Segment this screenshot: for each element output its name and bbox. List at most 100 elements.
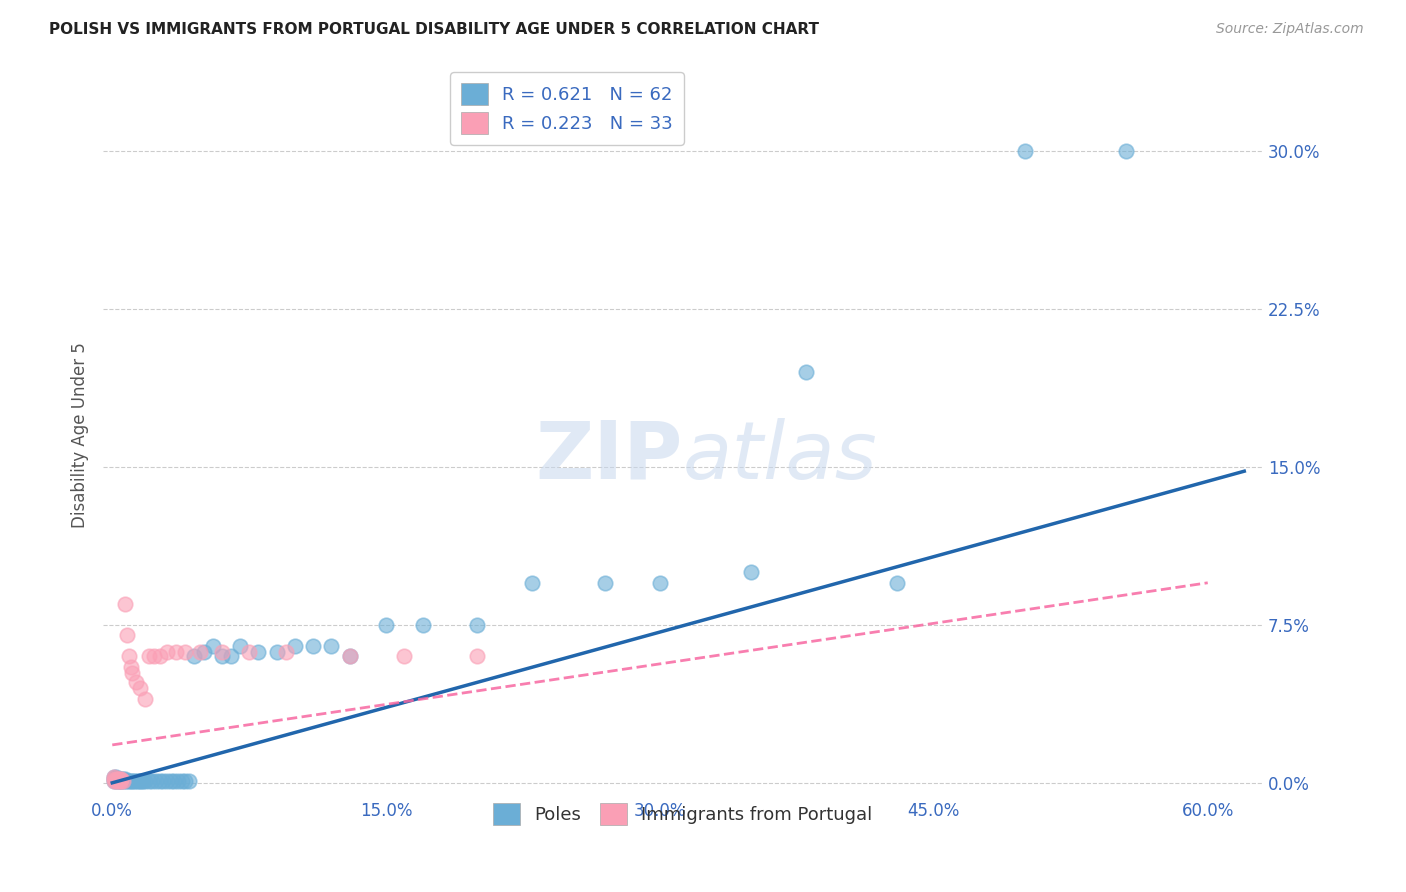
Point <box>394 649 416 664</box>
Point <box>886 575 908 590</box>
Point <box>121 666 143 681</box>
Point <box>375 618 398 632</box>
Point <box>125 674 148 689</box>
Point <box>107 772 129 786</box>
Point <box>108 773 131 788</box>
Point <box>107 772 129 786</box>
Point <box>163 773 186 788</box>
Text: POLISH VS IMMIGRANTS FROM PORTUGAL DISABILITY AGE UNDER 5 CORRELATION CHART: POLISH VS IMMIGRANTS FROM PORTUGAL DISAB… <box>49 22 820 37</box>
Point <box>112 773 135 788</box>
Point <box>118 649 141 664</box>
Point <box>138 773 160 788</box>
Legend: Poles, Immigrants from Portugal: Poles, Immigrants from Portugal <box>484 795 882 834</box>
Point <box>110 773 132 788</box>
Text: Source: ZipAtlas.com: Source: ZipAtlas.com <box>1216 22 1364 37</box>
Point <box>110 772 132 786</box>
Point <box>145 773 167 788</box>
Point <box>648 575 671 590</box>
Point <box>107 773 129 788</box>
Point <box>266 645 288 659</box>
Point <box>114 773 136 788</box>
Point <box>138 649 160 664</box>
Point <box>122 773 145 788</box>
Point <box>467 649 489 664</box>
Point <box>104 773 127 788</box>
Point <box>103 772 125 786</box>
Point <box>156 645 179 659</box>
Point <box>794 365 817 379</box>
Point <box>247 645 270 659</box>
Point <box>284 639 307 653</box>
Point <box>108 772 131 786</box>
Point <box>134 773 156 788</box>
Point <box>274 645 297 659</box>
Point <box>141 773 163 788</box>
Point <box>188 645 211 659</box>
Point <box>120 773 142 788</box>
Point <box>103 770 125 784</box>
Point <box>108 773 131 788</box>
Point <box>127 773 149 788</box>
Point <box>104 772 127 786</box>
Point <box>120 660 142 674</box>
Point <box>103 772 125 786</box>
Point <box>339 649 361 664</box>
Point <box>229 639 252 653</box>
Point <box>128 681 150 695</box>
Point <box>174 645 197 659</box>
Point <box>118 773 141 788</box>
Point <box>165 645 187 659</box>
Point <box>152 773 174 788</box>
Text: ZIP: ZIP <box>536 417 683 496</box>
Point <box>201 639 224 653</box>
Point <box>740 566 762 580</box>
Point <box>115 628 138 642</box>
Point <box>167 773 190 788</box>
Point <box>104 772 127 786</box>
Point <box>134 691 156 706</box>
Point <box>121 773 143 788</box>
Point <box>193 645 215 659</box>
Point <box>183 649 205 664</box>
Point <box>125 773 148 788</box>
Point <box>412 618 434 632</box>
Point <box>177 773 200 788</box>
Point <box>114 772 136 786</box>
Point <box>115 773 138 788</box>
Point <box>1115 144 1137 158</box>
Point <box>522 575 544 590</box>
Point <box>302 639 325 653</box>
Point <box>110 773 132 788</box>
Point <box>174 773 197 788</box>
Point <box>321 639 343 653</box>
Point <box>104 770 127 784</box>
Point <box>211 645 233 659</box>
Point <box>149 649 172 664</box>
Text: atlas: atlas <box>683 417 877 496</box>
Point <box>112 773 135 788</box>
Point <box>593 575 616 590</box>
Point <box>107 773 129 788</box>
Point <box>132 773 155 788</box>
Point <box>159 773 181 788</box>
Point <box>211 649 233 664</box>
Point <box>131 773 153 788</box>
Point <box>467 618 489 632</box>
Point <box>112 772 135 786</box>
Point <box>103 770 125 784</box>
Point <box>1014 144 1036 158</box>
Point <box>149 773 172 788</box>
Point <box>128 773 150 788</box>
Point <box>339 649 361 664</box>
Point <box>104 773 127 788</box>
Point <box>110 772 132 786</box>
Point <box>143 649 166 664</box>
Point <box>170 773 193 788</box>
Point <box>156 773 179 788</box>
Point <box>238 645 260 659</box>
Point <box>103 773 125 788</box>
Point <box>108 772 131 786</box>
Point <box>114 597 136 611</box>
Point <box>219 649 242 664</box>
Point <box>103 773 125 788</box>
